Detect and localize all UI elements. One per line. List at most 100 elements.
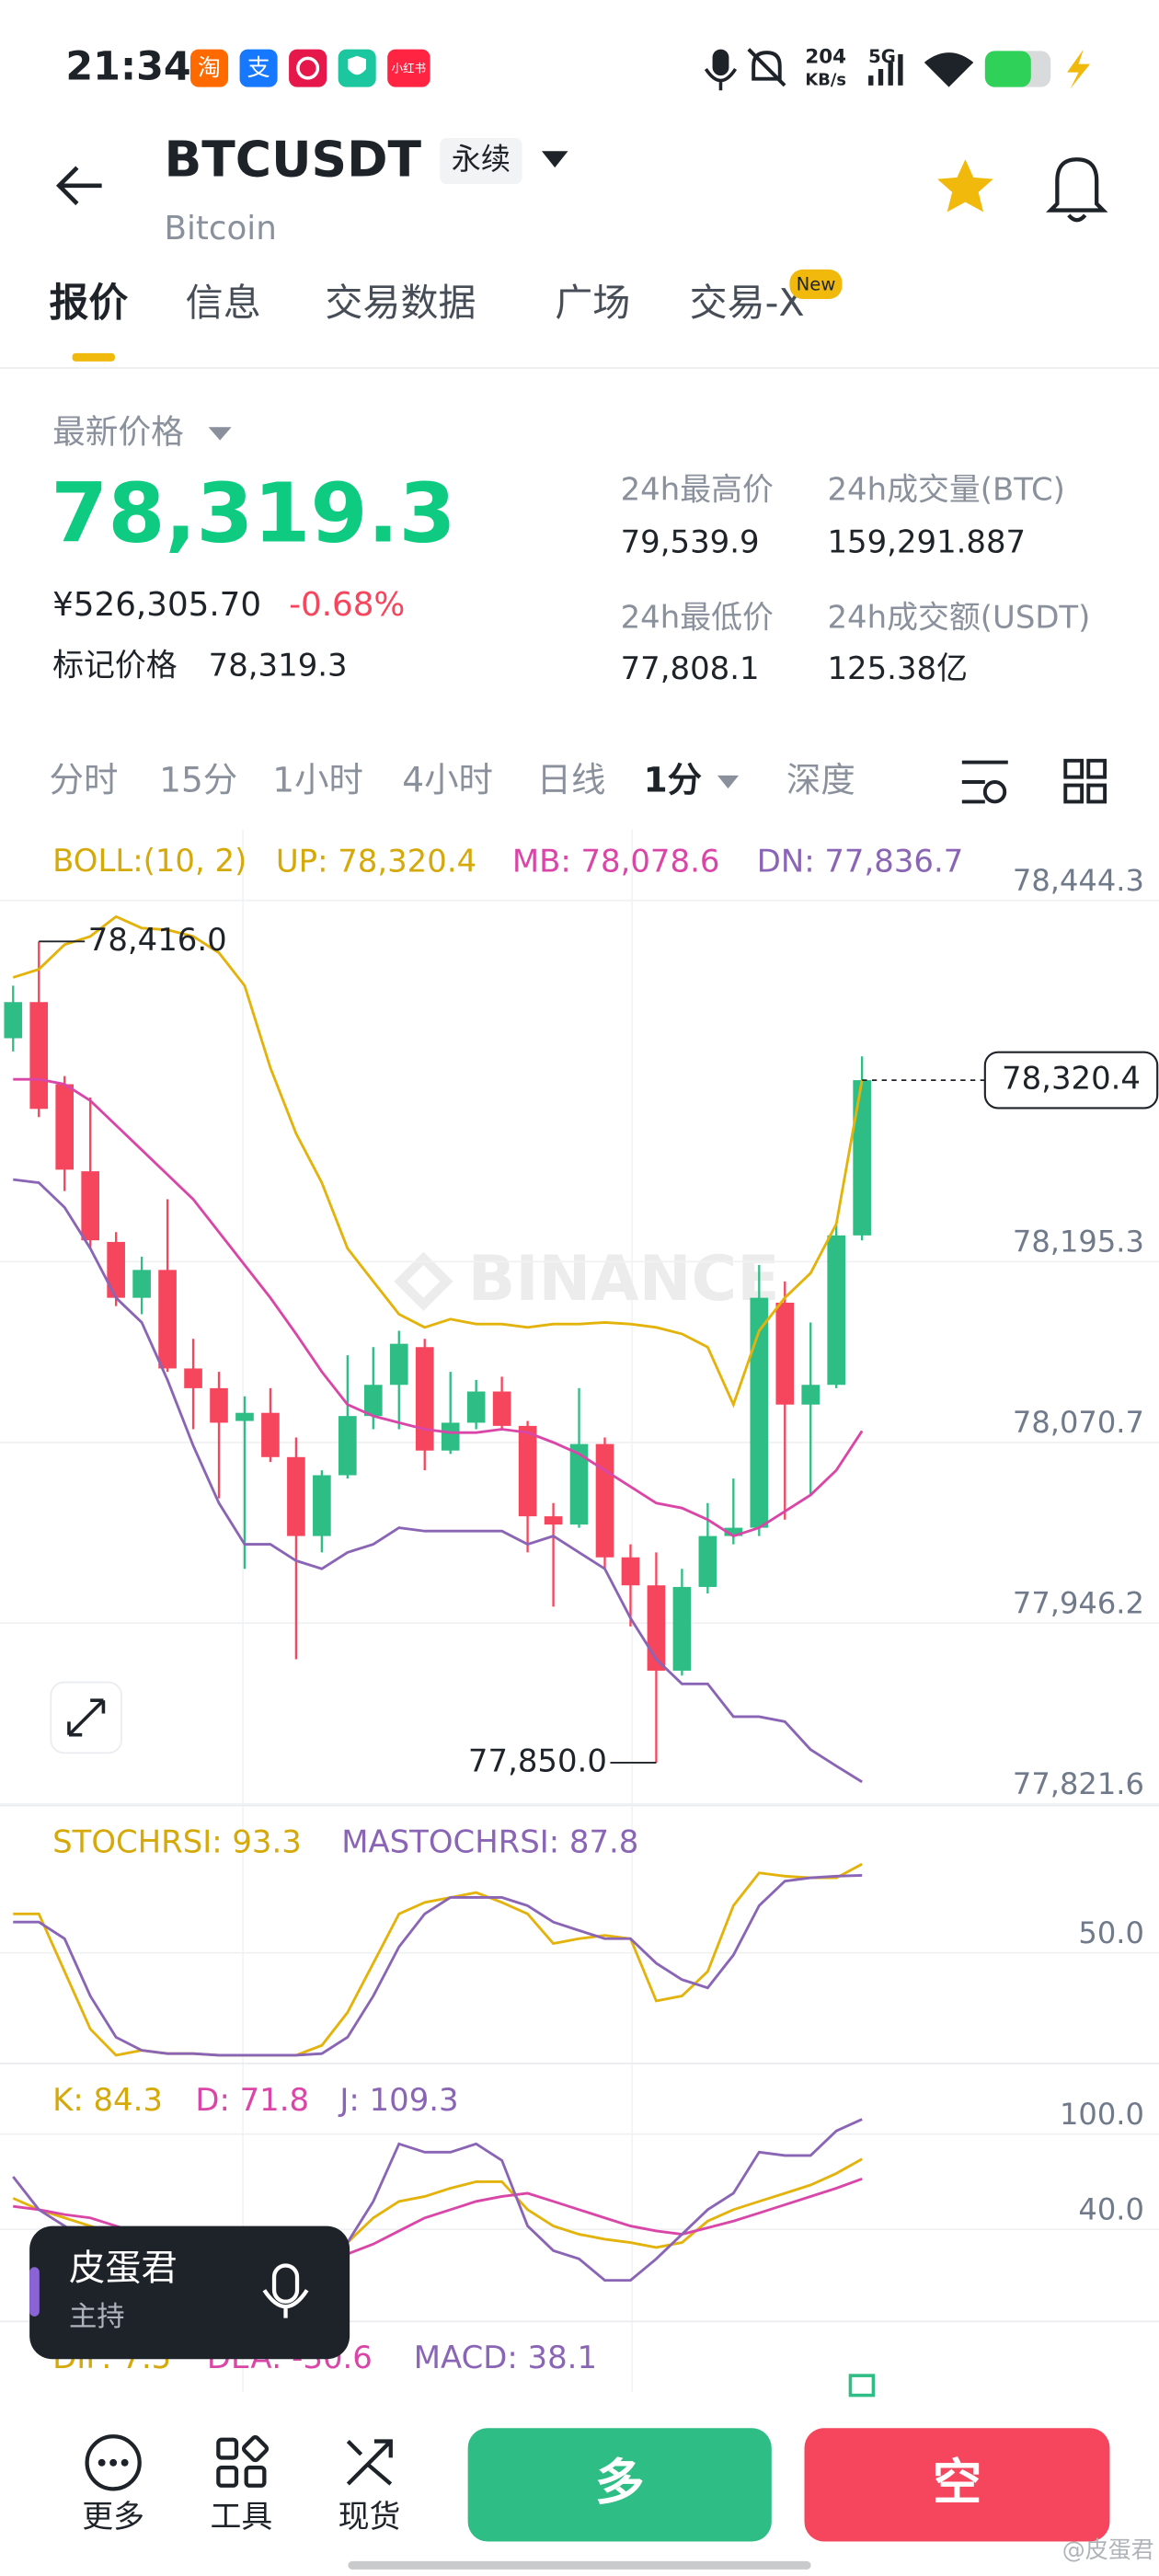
indicator-line bbox=[13, 1178, 863, 1784]
candle-body bbox=[827, 1235, 846, 1386]
legend-name: D: bbox=[195, 2081, 230, 2117]
legend-name: DN: bbox=[757, 843, 815, 879]
y-tick-label: 40.0 bbox=[1078, 2192, 1144, 2227]
favorite-star[interactable] bbox=[937, 159, 993, 213]
candle-body bbox=[750, 1297, 769, 1528]
candle-body bbox=[698, 1535, 717, 1587]
tab[interactable]: 信息 bbox=[186, 281, 261, 325]
contract-type: 永续 bbox=[452, 142, 511, 177]
candle-body bbox=[363, 1385, 383, 1417]
home-indicator bbox=[348, 2560, 811, 2570]
candle-body bbox=[389, 1343, 408, 1386]
timeframe[interactable]: 深度 bbox=[786, 759, 855, 799]
legend-entry: MB: 78,078.6 bbox=[512, 843, 720, 879]
candle-body bbox=[107, 1241, 125, 1298]
host-name: 皮蛋君 bbox=[69, 2248, 178, 2289]
net-speed: 204 bbox=[805, 45, 846, 68]
cny-price: ¥526,305.70 bbox=[52, 586, 261, 624]
nav-label[interactable]: 更多 bbox=[82, 2499, 144, 2535]
y-tick-label: 78,070.7 bbox=[1013, 1405, 1144, 1440]
stat-value: 159,291.887 bbox=[827, 524, 1026, 560]
legend-value: 71.8 bbox=[240, 2081, 309, 2117]
tab[interactable]: 交易-X bbox=[690, 281, 805, 325]
candle-body bbox=[595, 1443, 614, 1558]
y-tick-label: 78,444.3 bbox=[1013, 863, 1144, 898]
timeframe-active[interactable]: 1分 bbox=[644, 759, 703, 799]
more-icon[interactable] bbox=[85, 2434, 142, 2491]
layout-button[interactable] bbox=[1063, 758, 1107, 804]
low-marker-label: 77,850.0 bbox=[468, 1742, 607, 1778]
app-icon-text: 淘 bbox=[198, 54, 221, 81]
clock: 21:34 bbox=[65, 43, 190, 89]
nav-label[interactable]: 现货 bbox=[339, 2499, 401, 2535]
candle-body bbox=[81, 1171, 99, 1241]
spot-icon[interactable] bbox=[346, 2439, 393, 2486]
mute-icon bbox=[747, 48, 786, 87]
y-tick-label: 100.0 bbox=[1060, 2097, 1144, 2132]
alert-bell[interactable] bbox=[1046, 157, 1108, 223]
timeframe[interactable]: 15分 bbox=[159, 759, 237, 799]
tab-indicator bbox=[72, 352, 115, 362]
legend-value: 109.3 bbox=[370, 2081, 459, 2117]
network-type: 5G bbox=[868, 46, 896, 67]
legend-name: STOCHRSI: bbox=[52, 1823, 223, 1859]
legend-entry: D: 71.8 bbox=[195, 2081, 309, 2117]
tab[interactable]: 交易数据 bbox=[325, 281, 476, 325]
stat-value: 125.38亿 bbox=[827, 650, 968, 686]
legend-entry: MASTOCHRSI: 87.8 bbox=[341, 1823, 638, 1859]
macd-bar bbox=[848, 2374, 876, 2398]
legend-entry: K: 84.3 bbox=[52, 2081, 163, 2117]
legend-name: J: bbox=[338, 2081, 359, 2117]
legend-name: MASTOCHRSI: bbox=[341, 1823, 559, 1859]
stat-value: 79,539.9 bbox=[621, 524, 760, 560]
host-marker bbox=[29, 2267, 40, 2317]
symbol: BTCUSDT bbox=[164, 130, 421, 188]
y-tick-label: 78,195.3 bbox=[1013, 1225, 1144, 1259]
candle-body bbox=[287, 1456, 305, 1536]
timeframe[interactable]: 日线 bbox=[537, 759, 606, 799]
tab[interactable]: 广场 bbox=[555, 281, 630, 325]
price-label: 最新价格 bbox=[52, 413, 184, 451]
app-icon bbox=[289, 49, 327, 87]
signal-icon bbox=[868, 53, 903, 86]
indicator-title: BOLL:(10, 2) bbox=[52, 843, 247, 879]
host-overlay[interactable] bbox=[29, 2225, 350, 2360]
back-button[interactable] bbox=[55, 166, 102, 206]
tools-icon[interactable] bbox=[216, 2435, 270, 2488]
mic-status-icon bbox=[704, 67, 738, 91]
candle-body bbox=[853, 1080, 871, 1236]
tab-active[interactable]: 报价 bbox=[50, 281, 129, 327]
candle-body bbox=[55, 1084, 75, 1170]
battery-level bbox=[984, 51, 1031, 87]
price-change: -0.68% bbox=[289, 586, 405, 624]
price-dropdown[interactable] bbox=[208, 427, 232, 441]
nav-label[interactable]: 工具 bbox=[210, 2499, 272, 2535]
mic-icon bbox=[271, 2263, 300, 2304]
net-speed-unit: KB/s bbox=[805, 70, 846, 89]
high-marker-label: 78,416.0 bbox=[88, 922, 227, 958]
timeframe[interactable]: 4小时 bbox=[402, 759, 493, 799]
candle-body bbox=[415, 1347, 434, 1451]
legend-entry: UP: 78,320.4 bbox=[276, 843, 476, 879]
long-button[interactable] bbox=[467, 2428, 772, 2542]
candle-body bbox=[441, 1422, 460, 1451]
charging-icon bbox=[1067, 49, 1091, 89]
short-button[interactable] bbox=[804, 2428, 1110, 2542]
candle-body bbox=[647, 1585, 666, 1671]
symbol-dropdown[interactable] bbox=[541, 151, 568, 168]
candle-body bbox=[4, 1002, 23, 1039]
wifi-icon bbox=[924, 52, 974, 87]
timeframe[interactable]: 分时 bbox=[50, 759, 119, 799]
timeframe-dropdown[interactable] bbox=[717, 775, 740, 789]
stat-label: 24h最高价 bbox=[621, 471, 774, 507]
indicator-settings[interactable] bbox=[961, 760, 1008, 804]
new-badge bbox=[789, 269, 843, 299]
candle-body bbox=[158, 1270, 177, 1369]
short-label: 空 bbox=[933, 2453, 982, 2511]
y-tick-label: 50.0 bbox=[1078, 1915, 1144, 1950]
timeframe[interactable]: 1小时 bbox=[272, 759, 363, 799]
macd-legend: MACD: 38.1 bbox=[414, 2340, 597, 2375]
indicator-line bbox=[13, 1077, 864, 1538]
